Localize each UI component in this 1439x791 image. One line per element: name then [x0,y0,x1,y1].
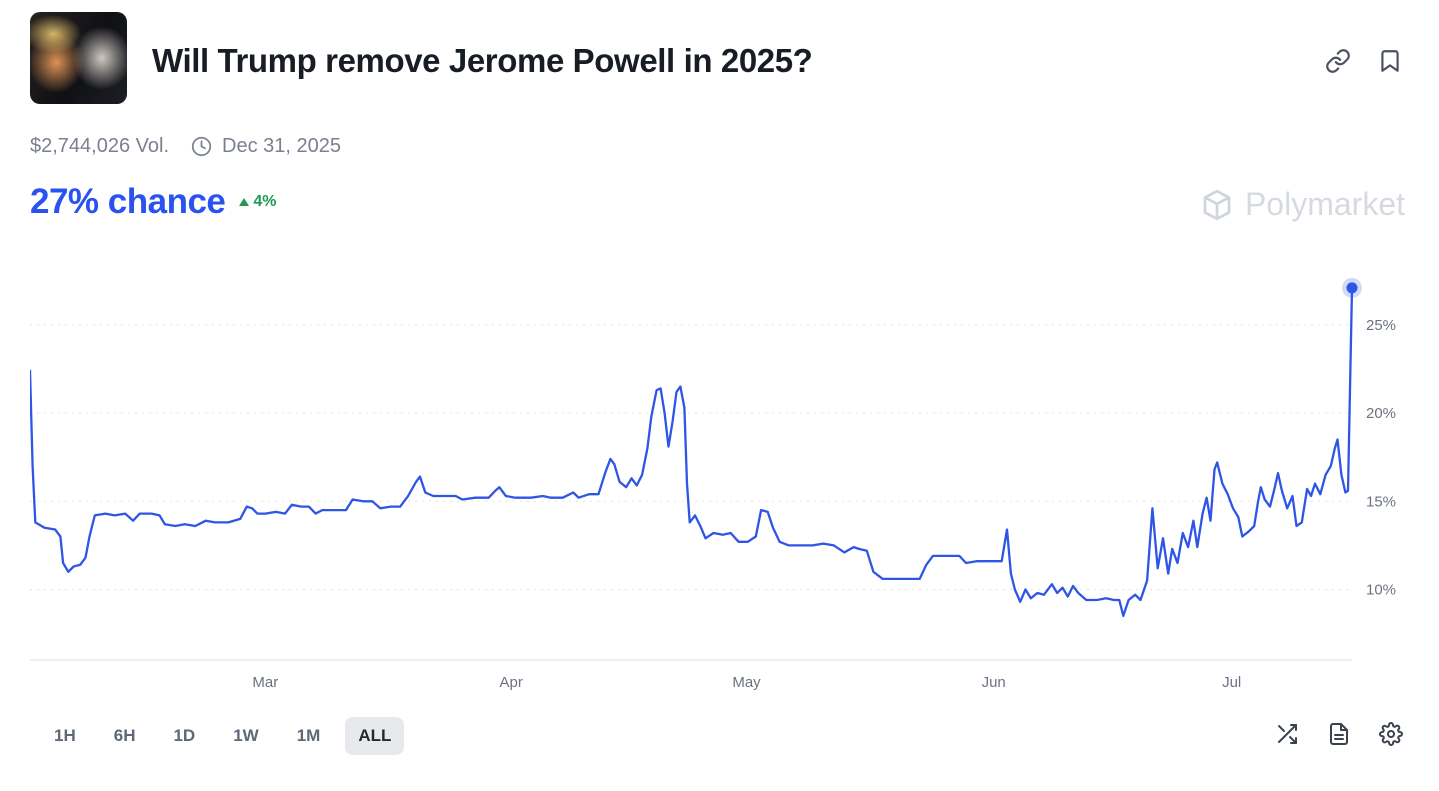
bookmark-button[interactable] [1377,48,1403,74]
copy-link-button[interactable] [1325,48,1351,74]
settings-gear-icon [1379,722,1403,746]
x-axis-tick-label: Jul [1222,674,1241,691]
range-button-1d[interactable]: 1D [173,726,196,745]
header-actions [1325,48,1403,74]
market-title: Will Trump remove Jerome Powell in 2025? [152,42,813,79]
y-axis-tick-label: 25% [1366,317,1396,334]
time-range-bar: 1H 6H 1D 1W 1M ALL [41,717,405,755]
chance-value: 27% chance [30,182,226,221]
document-icon [1330,723,1348,745]
polymarket-wordmark: Polymarket [1244,186,1405,222]
x-axis-tick-label: Mar [252,674,278,691]
x-axis-tick-label: May [732,674,761,691]
volume-text: $2,744,026 Vol. [30,135,170,157]
y-axis-tick-label: 15% [1366,493,1396,510]
range-button-all[interactable]: ALL [345,717,405,755]
settings-button[interactable] [1379,722,1403,746]
y-axis-tick-label: 10% [1366,582,1396,599]
range-button-1m[interactable]: 1M [296,726,321,745]
range-button-6h[interactable]: 6H [113,726,136,745]
range-button-1w[interactable]: 1W [233,726,259,745]
stats-row: $2,744,026 Vol. Dec 31, 2025 [30,135,341,158]
compare-button[interactable] [1275,722,1299,746]
price-line [30,286,1354,618]
chance-row: 27% chance 4% [30,182,277,222]
footer-actions [1275,722,1403,746]
range-button-1h[interactable]: 1H [54,726,76,745]
bookmark-icon [1381,50,1399,72]
up-arrow-icon [239,198,250,206]
clock-icon [191,136,212,157]
document-button[interactable] [1327,722,1351,746]
chance-change-badge: 4% [239,193,277,211]
x-axis-tick-label: Jun [982,674,1006,691]
polymarket-watermark: Polymarket [1199,186,1405,223]
x-axis-tick-label: Apr [500,674,523,691]
link-icon [1326,49,1350,73]
y-axis-tick-label: 20% [1366,405,1396,422]
market-image [30,12,127,104]
price-chart[interactable]: 10% 15% 20% 25% Mar Apr May Jun Jul [30,272,1430,694]
chance-change-value: 4% [253,193,277,210]
end-date-text: Dec 31, 2025 [222,135,341,157]
end-marker-dot [1346,282,1358,294]
compare-icon [1278,724,1297,744]
polymarket-logo-icon [1203,189,1231,220]
